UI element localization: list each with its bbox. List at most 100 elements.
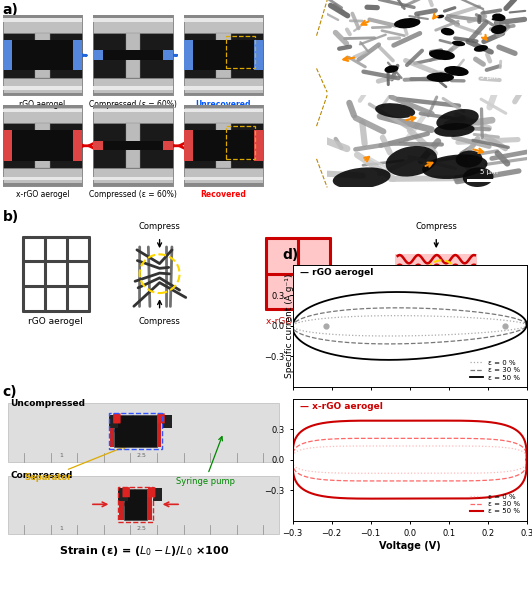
Bar: [467, 83, 511, 87]
Bar: [395, 254, 478, 293]
Bar: [184, 93, 263, 95]
Text: Recovered: Recovered: [201, 190, 246, 199]
Bar: [123, 489, 147, 519]
Bar: [93, 109, 173, 112]
Text: 2.5: 2.5: [136, 525, 146, 531]
Bar: [184, 168, 263, 186]
Text: Compress: Compress: [415, 222, 457, 231]
Bar: [153, 488, 162, 501]
Text: Compressed (ε = 60%): Compressed (ε = 60%): [89, 190, 177, 199]
FancyBboxPatch shape: [148, 487, 155, 497]
Bar: [3, 93, 82, 95]
Bar: [93, 177, 173, 180]
Bar: [3, 109, 82, 112]
Bar: [3, 40, 12, 70]
Ellipse shape: [455, 151, 483, 168]
Bar: [184, 183, 263, 186]
Bar: [12, 130, 73, 161]
Bar: [93, 105, 173, 108]
Text: Compressed: Compressed: [10, 471, 72, 480]
Bar: [193, 130, 254, 161]
Bar: [254, 130, 263, 161]
Text: x-rGO aerogel: x-rGO aerogel: [266, 317, 330, 325]
Text: Specific current (A g⁻¹): Specific current (A g⁻¹): [286, 274, 294, 378]
Bar: [184, 105, 263, 186]
Bar: [93, 15, 173, 95]
Ellipse shape: [434, 123, 475, 137]
Bar: [3, 177, 82, 180]
Ellipse shape: [444, 66, 469, 76]
Bar: [184, 15, 263, 17]
Bar: [163, 50, 173, 60]
Bar: [254, 40, 263, 70]
Text: 5 μm: 5 μm: [480, 74, 498, 80]
Bar: [162, 415, 172, 428]
Text: 2.5: 2.5: [136, 453, 146, 458]
Bar: [216, 33, 231, 77]
Bar: [109, 412, 162, 449]
Ellipse shape: [385, 65, 398, 73]
Bar: [184, 40, 193, 70]
Bar: [93, 183, 173, 186]
Text: $L_0$: $L_0$: [130, 413, 141, 427]
Bar: [119, 489, 123, 519]
Bar: [184, 130, 193, 161]
Text: — rGO aerogel: — rGO aerogel: [300, 268, 373, 277]
Bar: [184, 177, 263, 180]
Bar: [93, 105, 173, 123]
Ellipse shape: [491, 25, 506, 34]
Ellipse shape: [463, 167, 494, 187]
Text: b): b): [3, 210, 19, 224]
Bar: [184, 105, 263, 108]
Text: Syringe pump: Syringe pump: [176, 437, 235, 486]
Legend: ε = 0 %, ε = 30 %, ε = 50 %: ε = 0 %, ε = 30 %, ε = 50 %: [468, 357, 523, 383]
Ellipse shape: [375, 103, 415, 118]
Bar: [8, 403, 279, 462]
Text: Compress: Compress: [415, 317, 457, 325]
Bar: [193, 40, 254, 70]
Text: — x-rGO aerogel: — x-rGO aerogel: [300, 402, 383, 411]
Bar: [103, 140, 163, 151]
Bar: [3, 183, 82, 186]
Text: Compressed (ε = 60%): Compressed (ε = 60%): [89, 100, 177, 109]
Bar: [118, 488, 128, 501]
Bar: [109, 415, 119, 428]
Ellipse shape: [422, 155, 487, 179]
Bar: [93, 18, 173, 22]
FancyBboxPatch shape: [122, 487, 130, 497]
Text: a): a): [2, 3, 18, 17]
Text: 5 μm: 5 μm: [480, 170, 498, 176]
Ellipse shape: [394, 18, 420, 29]
Text: c): c): [2, 386, 16, 399]
Bar: [93, 168, 173, 186]
Bar: [93, 140, 103, 151]
Bar: [93, 15, 173, 33]
Bar: [216, 123, 231, 168]
Bar: [93, 105, 173, 186]
Bar: [93, 93, 173, 95]
Ellipse shape: [436, 109, 479, 130]
Text: Compress: Compress: [139, 222, 180, 231]
Bar: [3, 130, 12, 161]
Bar: [110, 415, 114, 447]
Bar: [147, 489, 152, 519]
Bar: [226, 36, 255, 68]
X-axis label: Voltage (V): Voltage (V): [379, 541, 440, 551]
Bar: [184, 77, 263, 95]
Bar: [35, 123, 50, 168]
Text: 1: 1: [59, 453, 63, 458]
Ellipse shape: [474, 45, 488, 52]
Legend: ε = 0 %, ε = 30 %, ε = 50 %: ε = 0 %, ε = 30 %, ε = 50 %: [468, 491, 523, 517]
Ellipse shape: [332, 167, 390, 189]
Ellipse shape: [437, 15, 444, 18]
Text: Unrecovered: Unrecovered: [196, 100, 251, 109]
Bar: [73, 130, 82, 161]
Bar: [3, 18, 82, 22]
Bar: [93, 50, 103, 60]
Bar: [3, 15, 82, 17]
Bar: [93, 15, 173, 17]
Ellipse shape: [386, 146, 437, 177]
Text: Uncompressed: Uncompressed: [10, 399, 85, 408]
Bar: [157, 415, 161, 447]
Bar: [226, 126, 255, 159]
